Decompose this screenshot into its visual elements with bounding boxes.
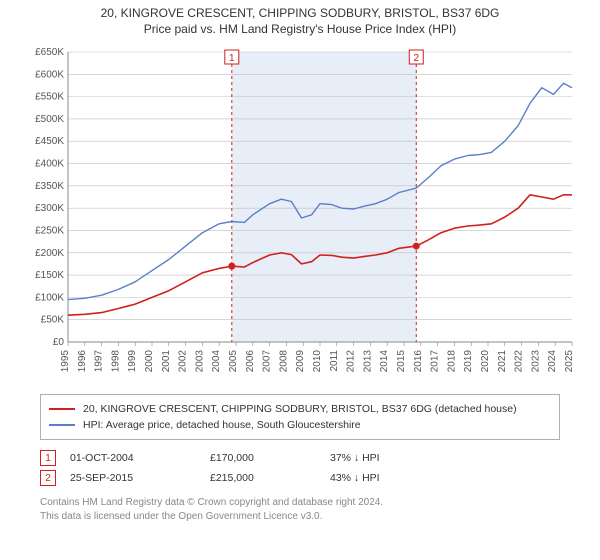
svg-text:£550K: £550K	[35, 92, 64, 103]
footer-line2: This data is licensed under the Open Gov…	[40, 510, 560, 524]
legend-label-hpi: HPI: Average price, detached house, Sout…	[83, 419, 361, 431]
svg-text:2: 2	[413, 53, 419, 64]
sale-pct-vs-hpi: 37% ↓ HPI	[330, 452, 450, 464]
svg-text:£50K: £50K	[41, 315, 65, 326]
sale-badge-1: 1	[40, 450, 56, 466]
svg-text:2002: 2002	[178, 350, 189, 373]
title-subtitle: Price paid vs. HM Land Registry's House …	[0, 22, 600, 36]
sale-price: £215,000	[210, 472, 330, 484]
svg-text:1997: 1997	[94, 350, 105, 373]
svg-text:2011: 2011	[329, 350, 340, 372]
svg-text:2017: 2017	[430, 350, 441, 373]
svg-text:£300K: £300K	[35, 203, 64, 214]
svg-text:2001: 2001	[161, 350, 172, 373]
sale-price: £170,000	[210, 452, 330, 464]
title-address: 20, KINGROVE CRESCENT, CHIPPING SODBURY,…	[0, 6, 600, 20]
legend-swatch-property	[49, 408, 75, 410]
svg-text:2015: 2015	[396, 350, 407, 373]
legend: 20, KINGROVE CRESCENT, CHIPPING SODBURY,…	[40, 394, 560, 440]
sales-table: 1 01-OCT-2004 £170,000 37% ↓ HPI 2 25-SE…	[40, 448, 560, 488]
svg-text:2020: 2020	[480, 350, 491, 373]
svg-text:2010: 2010	[312, 350, 323, 373]
legend-row: HPI: Average price, detached house, Sout…	[49, 417, 551, 433]
legend-label-property: 20, KINGROVE CRESCENT, CHIPPING SODBURY,…	[83, 403, 517, 415]
svg-text:1: 1	[229, 53, 235, 64]
svg-text:1995: 1995	[60, 350, 71, 373]
svg-text:2006: 2006	[245, 350, 256, 373]
svg-text:£0: £0	[53, 337, 65, 348]
svg-text:2005: 2005	[228, 350, 239, 373]
svg-text:2018: 2018	[446, 350, 457, 373]
svg-text:2013: 2013	[362, 350, 373, 373]
sale-date: 01-OCT-2004	[70, 452, 210, 464]
svg-text:2012: 2012	[346, 350, 357, 373]
svg-text:£100K: £100K	[35, 292, 64, 303]
legend-row: 20, KINGROVE CRESCENT, CHIPPING SODBURY,…	[49, 401, 551, 417]
svg-text:2023: 2023	[530, 350, 541, 373]
svg-text:2000: 2000	[144, 350, 155, 373]
chart-svg: £0 £50K £100K £150K £200K £250K £300K £350K £400…	[20, 44, 580, 384]
footer: Contains HM Land Registry data © Crown c…	[40, 496, 560, 523]
sale-row: 2 25-SEP-2015 £215,000 43% ↓ HPI	[40, 468, 560, 488]
svg-text:1999: 1999	[127, 350, 138, 373]
svg-text:1996: 1996	[77, 350, 88, 373]
svg-text:£450K: £450K	[35, 136, 64, 147]
svg-text:£500K: £500K	[35, 114, 64, 125]
svg-text:2019: 2019	[463, 350, 474, 373]
svg-text:£350K: £350K	[35, 181, 64, 192]
sale-badge-2: 2	[40, 470, 56, 486]
svg-text:£400K: £400K	[35, 159, 64, 170]
svg-text:2004: 2004	[211, 350, 222, 373]
price-chart: £0 £50K £100K £150K £200K £250K £300K £350K £400…	[20, 44, 580, 384]
svg-text:2009: 2009	[295, 350, 306, 373]
svg-text:2022: 2022	[514, 350, 525, 373]
svg-text:£150K: £150K	[35, 270, 64, 281]
svg-text:2014: 2014	[379, 350, 390, 373]
svg-text:1998: 1998	[110, 350, 121, 373]
svg-text:£600K: £600K	[35, 69, 64, 80]
footer-line1: Contains HM Land Registry data © Crown c…	[40, 496, 560, 510]
svg-text:£250K: £250K	[35, 225, 64, 236]
svg-text:£200K: £200K	[35, 248, 64, 259]
legend-swatch-hpi	[49, 424, 75, 426]
svg-text:2016: 2016	[413, 350, 424, 373]
svg-text:2008: 2008	[278, 350, 289, 373]
svg-text:2003: 2003	[194, 350, 205, 373]
sale-date: 25-SEP-2015	[70, 472, 210, 484]
svg-text:2021: 2021	[497, 350, 508, 373]
sale-pct-vs-hpi: 43% ↓ HPI	[330, 472, 450, 484]
sale-row: 1 01-OCT-2004 £170,000 37% ↓ HPI	[40, 448, 560, 468]
svg-text:2025: 2025	[564, 350, 575, 373]
svg-text:£650K: £650K	[35, 47, 64, 58]
svg-text:2007: 2007	[262, 350, 273, 373]
svg-text:2024: 2024	[547, 350, 558, 373]
